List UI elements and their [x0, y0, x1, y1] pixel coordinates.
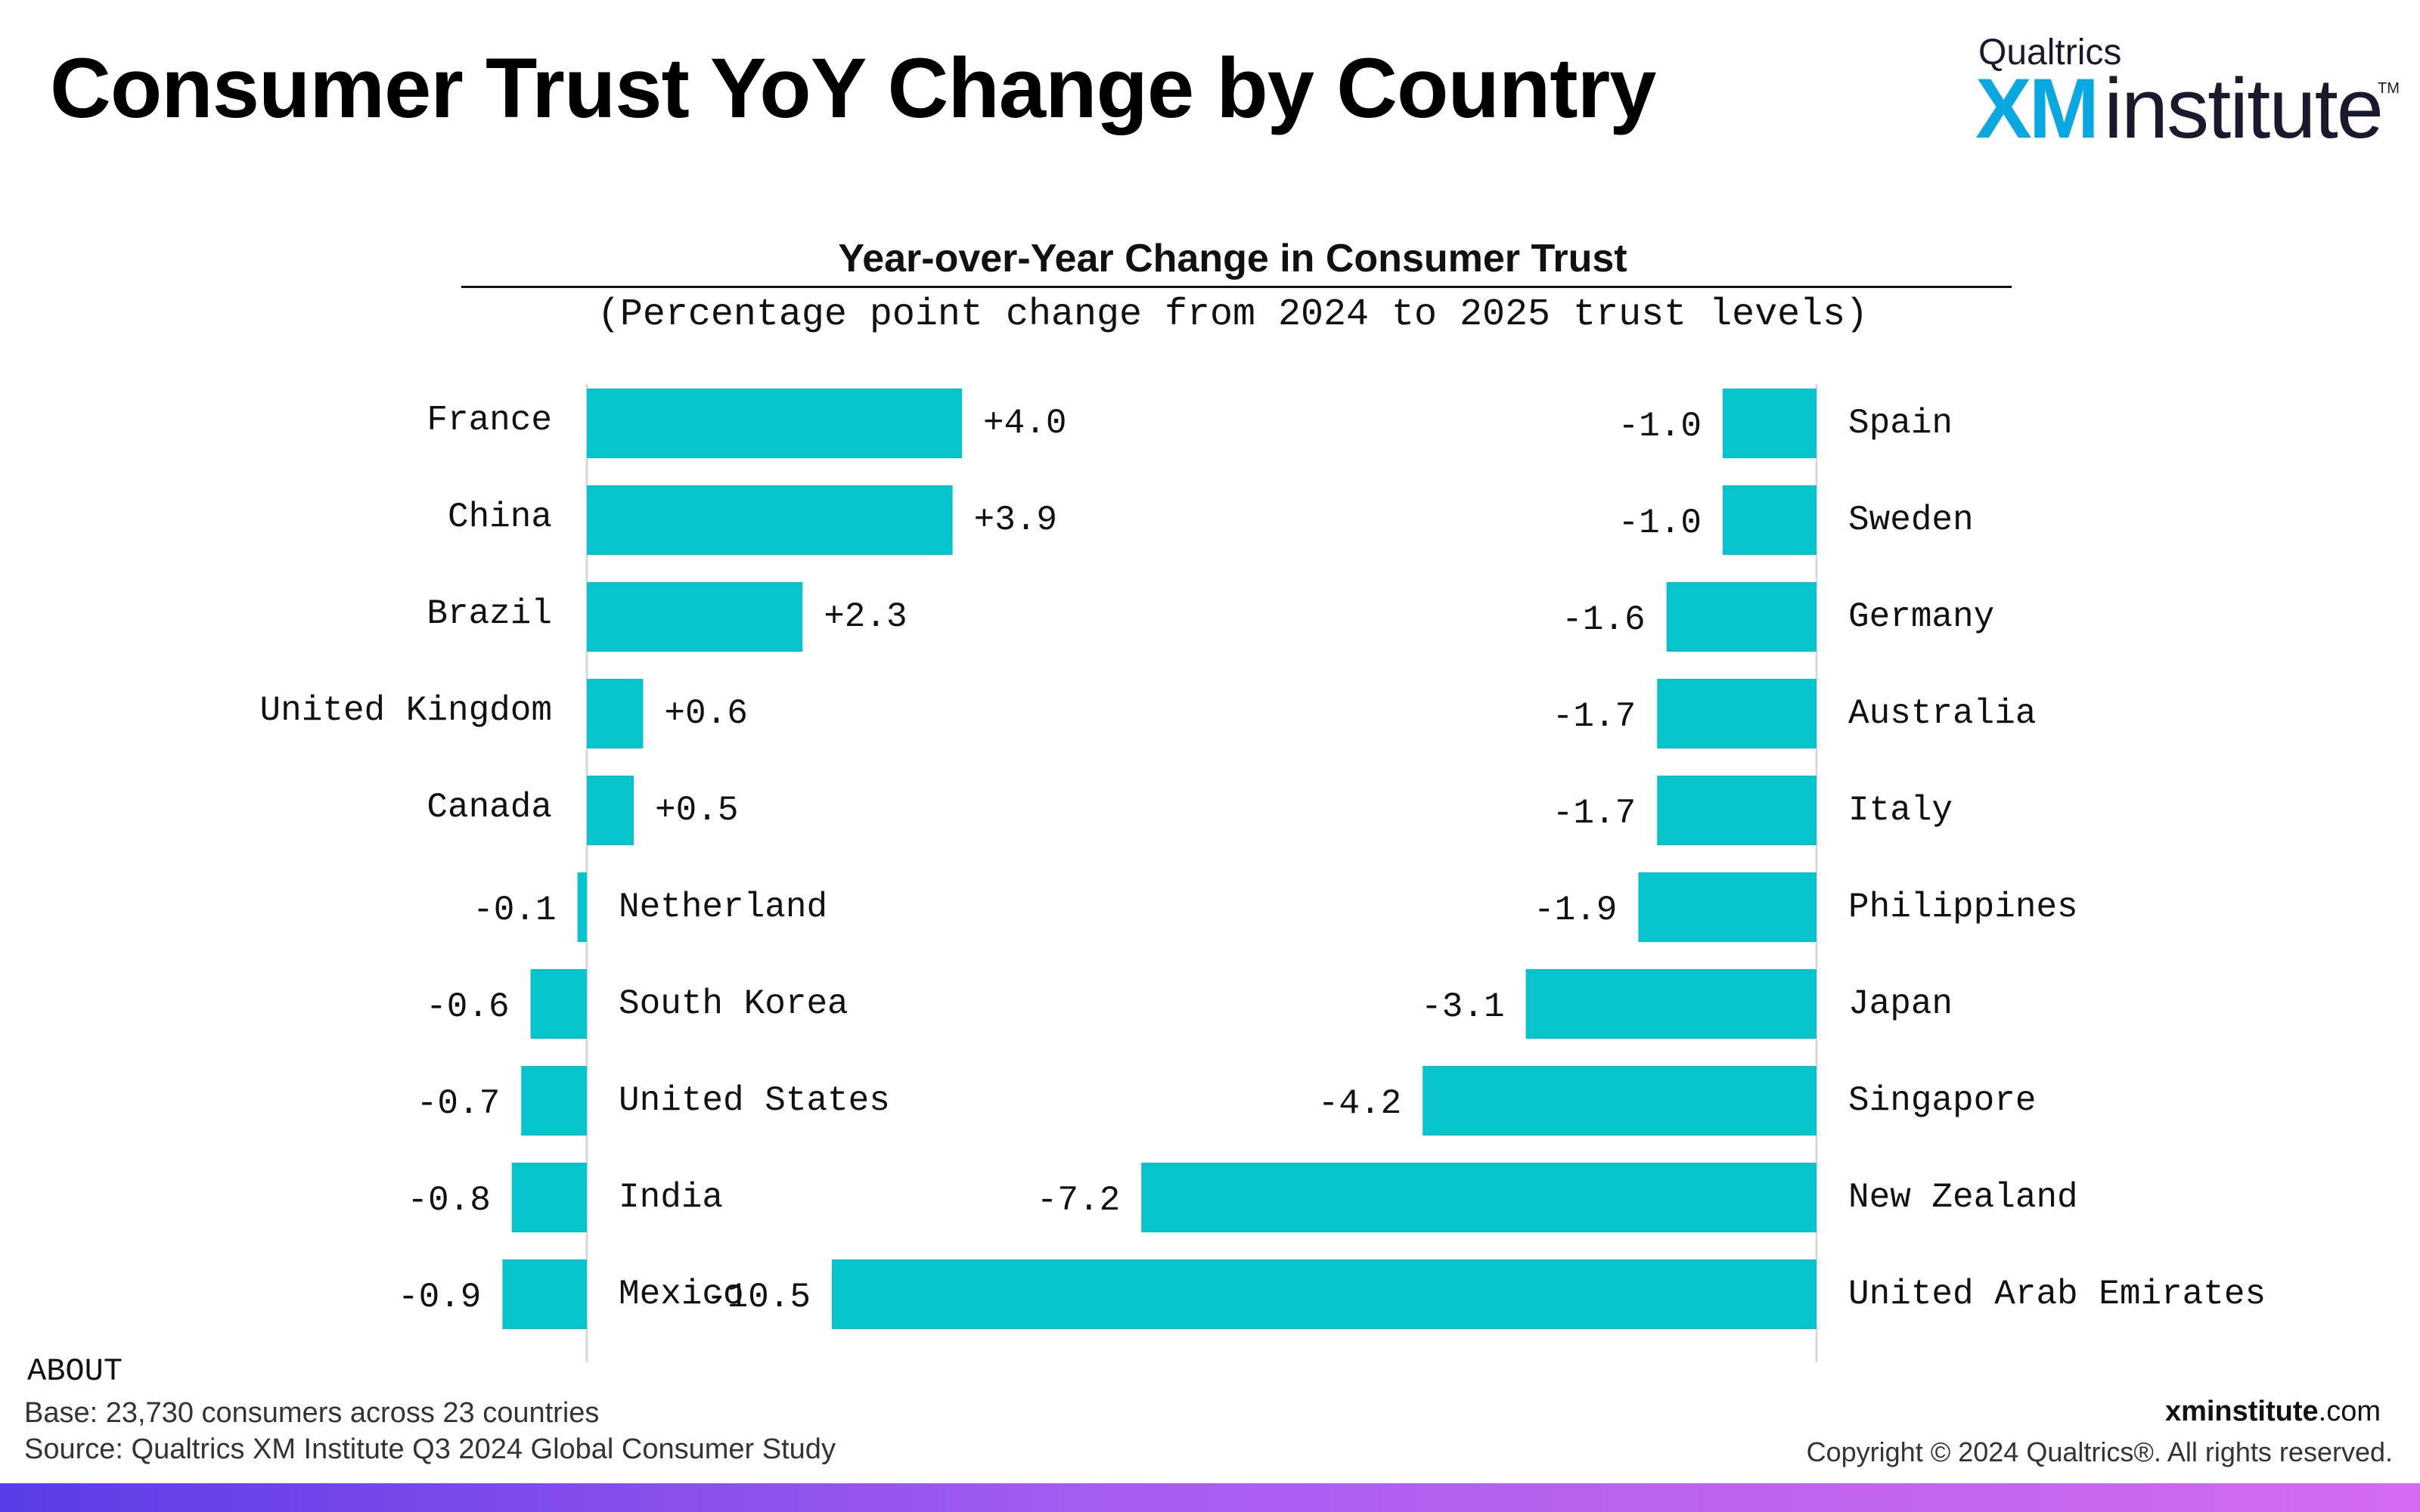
about-label: ABOUT [27, 1353, 123, 1390]
category-label: United Arab Emirates [1848, 1275, 2266, 1314]
bar [1525, 969, 1817, 1039]
bar [587, 776, 634, 845]
site-url-suffix: .com [2318, 1396, 2381, 1427]
category-label: Singapore [1848, 1081, 2036, 1120]
chart-title-rule [461, 286, 2012, 288]
value-label: -1.0 [1618, 503, 1702, 543]
bar [1723, 485, 1817, 555]
value-label: +0.5 [655, 791, 738, 830]
bar [530, 969, 587, 1039]
category-label: Mexico [619, 1275, 744, 1314]
category-label: South Korea [619, 984, 849, 1024]
bar [1423, 1066, 1817, 1136]
bar [1723, 389, 1817, 458]
logo-institute-text: institute [2104, 61, 2384, 156]
value-label: -0.1 [473, 891, 556, 930]
value-label: -3.1 [1421, 987, 1504, 1027]
site-url-bold: xminstitute [2164, 1396, 2319, 1427]
value-label: -0.8 [407, 1181, 490, 1220]
value-label: -1.7 [1553, 697, 1636, 736]
value-label: -4.2 [1318, 1084, 1401, 1123]
value-label: -0.9 [398, 1278, 481, 1317]
value-label: -7.2 [1037, 1181, 1120, 1220]
logo-trademark: TM [2378, 80, 2400, 97]
bar [502, 1259, 587, 1329]
value-label: +2.3 [824, 597, 907, 637]
value-label: -10.5 [706, 1278, 811, 1317]
bar [587, 389, 962, 458]
bar [577, 872, 587, 942]
value-label: +4.0 [983, 404, 1066, 443]
category-label: India [619, 1178, 723, 1217]
bar [1657, 776, 1817, 845]
category-label: United Kingdom [260, 691, 552, 730]
category-label: Australia [1848, 694, 2036, 733]
category-label: Spain [1848, 404, 1953, 443]
chart-subtitle: (Percentage point change from 2024 to 20… [597, 293, 1869, 336]
bar [587, 582, 803, 652]
category-label: China [448, 497, 552, 537]
gradient-bottom-bar [0, 1483, 2420, 1512]
category-label: Netherland [619, 888, 827, 927]
category-label: Germany [1848, 597, 1994, 637]
value-label: -1.0 [1618, 407, 1702, 446]
bar [1638, 872, 1817, 942]
category-label: Japan [1848, 984, 1953, 1024]
page-title: Consumer Trust YoY Change by Country [50, 41, 1656, 135]
category-label: United States [619, 1081, 890, 1120]
logo-qualtrics-text: Qualtrics [1978, 33, 2122, 73]
xm-institute-logo: Qualtrics XM institute TM [1975, 27, 2400, 156]
value-label: -1.7 [1553, 794, 1636, 833]
category-label: Canada [427, 788, 552, 827]
category-label: Italy [1848, 791, 1953, 830]
copyright-note: Copyright © 2024 Qualtrics®. All rights … [1806, 1436, 2393, 1467]
value-label: -0.7 [417, 1084, 500, 1123]
value-label: -1.9 [1534, 891, 1617, 930]
bar [511, 1163, 587, 1232]
category-label: Brazil [427, 594, 552, 634]
source-note: Source: Qualtrics XM Institute Q3 2024 G… [24, 1433, 836, 1465]
value-label: +3.9 [974, 500, 1057, 540]
bar [587, 485, 953, 555]
category-label: Philippines [1848, 888, 2078, 927]
logo-xm-text: XM [1975, 61, 2099, 156]
trust-change-chart: +4.0 France +3.9 China +2.3 Brazil +0.6 United … [260, 384, 2266, 1362]
chart-title: Year-over-Year Change in Consumer Trust [838, 237, 1627, 280]
site-url[interactable]: xminstitute.com [2165, 1396, 2381, 1428]
value-label: +0.6 [664, 694, 747, 733]
bar [832, 1259, 1817, 1329]
bar [587, 679, 644, 748]
value-label: -0.6 [426, 987, 509, 1027]
category-label: Sweden [1848, 500, 1974, 540]
category-label: France [427, 401, 552, 440]
base-note: Base: 23,730 consumers across 23 countri… [24, 1397, 600, 1429]
value-label: -1.6 [1562, 600, 1645, 640]
bar [1141, 1163, 1817, 1232]
bar [1657, 679, 1817, 748]
bar [1666, 582, 1817, 652]
category-label: New Zealand [1848, 1178, 2078, 1217]
bar [521, 1066, 587, 1136]
